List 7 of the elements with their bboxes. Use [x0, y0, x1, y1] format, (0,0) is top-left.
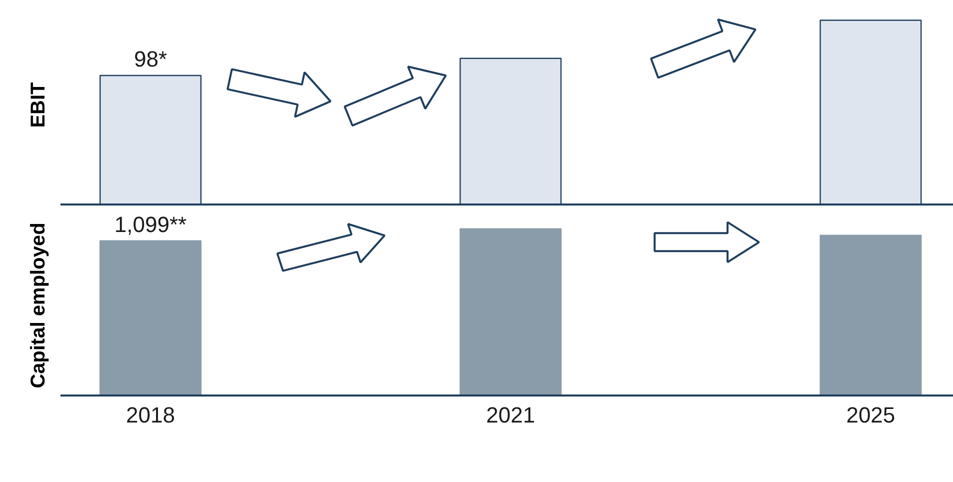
x-tick-label: 2018 — [126, 402, 176, 428]
data-label: 98* — [134, 46, 168, 72]
y-axis-title: Capital employed — [28, 222, 50, 388]
x-tick-label: 2021 — [486, 402, 536, 428]
data-label: 1,099** — [114, 212, 188, 237]
y-axis-title: EBIT — [28, 82, 50, 128]
x-tick-label: 2025 — [846, 402, 896, 428]
